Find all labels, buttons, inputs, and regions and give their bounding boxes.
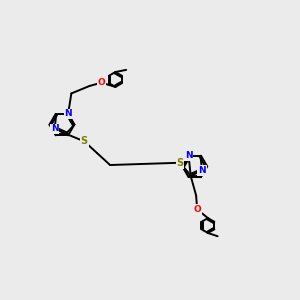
Text: N: N [51,124,59,133]
Text: O: O [98,78,105,87]
Text: O: O [193,205,201,214]
Text: S: S [81,136,88,146]
Text: N: N [185,151,192,160]
Text: N: N [198,166,206,175]
Text: N: N [64,110,72,118]
Text: S: S [176,158,184,168]
